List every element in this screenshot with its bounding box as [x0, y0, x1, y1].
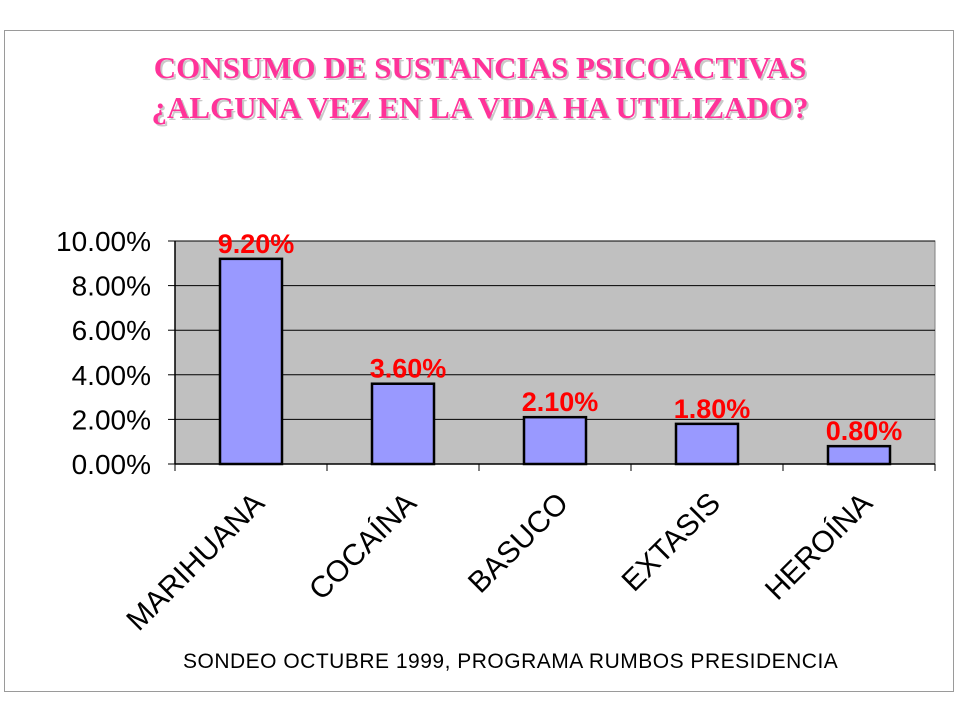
category-label: MARIHUANA: [120, 487, 271, 638]
bar: [522, 415, 588, 466]
y-tick-label: 2.00%: [72, 404, 151, 435]
y-tick-label: 0.00%: [72, 449, 151, 480]
category-label: EXTASIS: [616, 487, 727, 598]
y-tick-label: 10.00%: [56, 226, 151, 257]
bar: [674, 422, 740, 466]
bar: [370, 382, 436, 466]
y-tick-label: 4.00%: [72, 360, 151, 391]
data-label: 3.60%: [370, 354, 447, 384]
category-label: HEROÍNA: [759, 487, 879, 607]
data-label: 9.20%: [218, 229, 295, 259]
chart-title: CONSUMO DE SUSTANCIAS PSICOACTIVAS: [153, 50, 807, 85]
category-label: COCAÍNA: [303, 487, 423, 607]
bar: [218, 257, 284, 466]
data-label: 1.80%: [674, 394, 751, 424]
y-tick-label: 6.00%: [72, 315, 151, 346]
source-note: SONDEO OCTUBRE 1999, PROGRAMA RUMBOS PRE…: [183, 650, 839, 673]
data-label: 2.10%: [522, 387, 599, 417]
bar: [826, 444, 892, 466]
category-label: BASUCO: [462, 487, 575, 600]
data-label: 0.80%: [826, 416, 903, 446]
y-tick-label: 8.00%: [72, 271, 151, 302]
chart-subtitle: ¿ALGUNA VEZ EN LA VIDA HA UTILIZADO?: [151, 90, 809, 125]
